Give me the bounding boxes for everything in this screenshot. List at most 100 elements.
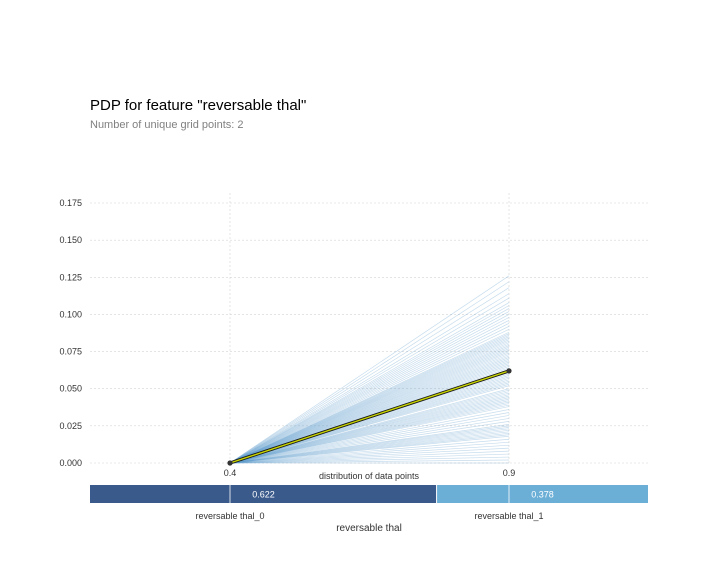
ice-line: [229, 345, 510, 464]
pdp-point: [506, 368, 512, 374]
ice-line: [229, 333, 510, 464]
x-tick-label: 0.4: [224, 468, 237, 478]
ice-line: [229, 459, 510, 464]
ice-line: [229, 403, 510, 464]
ice-line: [229, 331, 510, 464]
ice-line: [229, 311, 510, 464]
ice-line: [229, 428, 510, 464]
distribution-segment: [90, 485, 437, 503]
ice-line: [229, 429, 510, 464]
ice-line: [229, 438, 510, 464]
ice-line: [229, 281, 510, 464]
ice-line: [229, 434, 510, 464]
ice-line: [229, 435, 510, 464]
ice-line: [229, 357, 510, 464]
ice-lines: [229, 275, 510, 464]
ice-line: [229, 287, 510, 464]
ice-line: [229, 352, 510, 464]
ice-line: [229, 425, 510, 464]
y-tick-label: 0.050: [59, 384, 82, 394]
ice-line: [229, 275, 510, 464]
ice-line: [229, 401, 510, 464]
distribution-label: distribution of data points: [319, 471, 420, 481]
distribution-category-label: reversable thal_1: [474, 511, 543, 521]
ice-line: [229, 323, 510, 464]
distribution-value: 0.378: [531, 490, 554, 500]
ice-line: [229, 297, 510, 464]
ice-line: [229, 320, 510, 464]
ice-line: [229, 389, 510, 464]
ice-line: [229, 351, 510, 464]
ice-line: [229, 392, 510, 464]
y-tick-label: 0.175: [59, 198, 82, 208]
ice-line: [229, 348, 510, 464]
ice-line: [229, 406, 510, 464]
ice-line: [229, 388, 510, 464]
ice-line: [229, 382, 510, 464]
ice-line: [229, 383, 510, 464]
ice-line: [229, 432, 510, 464]
ice-line: [229, 450, 510, 464]
y-tick-label: 0.125: [59, 272, 82, 282]
ice-line: [229, 398, 510, 464]
ice-line: [229, 302, 510, 464]
chart-subtitle: Number of unique grid points: 2: [90, 119, 244, 131]
ice-line: [229, 334, 510, 464]
ice-line: [229, 337, 510, 464]
x-axis-label: reversable thal: [336, 523, 402, 534]
ice-line: [229, 349, 510, 464]
ice-line: [229, 317, 510, 464]
y-tick-label: 0.100: [59, 309, 82, 319]
ice-line: [229, 391, 510, 464]
chart-title: PDP for feature "reversable thal": [90, 97, 307, 114]
ice-line: [229, 453, 510, 464]
pdp-point: [227, 460, 233, 466]
ice-line: [229, 415, 510, 464]
ice-line: [229, 447, 510, 464]
ice-line: [229, 380, 510, 464]
ice-line: [229, 431, 510, 464]
ice-line: [229, 358, 510, 464]
y-tick-label: 0.075: [59, 347, 82, 357]
ice-line: [229, 400, 510, 464]
ice-line: [229, 325, 510, 464]
ice-line: [229, 385, 510, 464]
ice-line: [229, 394, 510, 464]
ice-line: [229, 395, 510, 464]
grid: [90, 193, 648, 464]
ice-line: [229, 354, 510, 464]
pdp-line: [227, 368, 512, 466]
ice-line: [229, 418, 510, 464]
ice-line: [229, 456, 510, 464]
distribution-bar: 0.622 reversable thal_0 0.378 reversable th…: [90, 485, 648, 521]
y-tick-label: 0.150: [59, 235, 82, 245]
ice-line: [229, 355, 510, 464]
ice-line: [229, 404, 510, 464]
distribution-segment: [437, 485, 648, 503]
y-tick-label: 0.000: [59, 458, 82, 468]
ice-line: [229, 444, 510, 464]
y-tick-label: 0.025: [59, 421, 82, 431]
ice-line: [229, 360, 510, 464]
ice-line: [229, 424, 510, 464]
ice-line: [229, 340, 510, 464]
ice-line: [229, 421, 510, 464]
x-tick-label: 0.9: [503, 468, 516, 478]
distribution-value: 0.622: [252, 490, 275, 500]
ice-line: [229, 308, 510, 464]
ice-line: [229, 426, 510, 464]
ice-line: [229, 336, 510, 464]
ice-line: [229, 339, 510, 464]
ice-line: [229, 328, 510, 464]
ice-line: [229, 412, 510, 464]
ice-line: [229, 342, 510, 464]
ice-line: [229, 346, 510, 464]
x-axis-ticks: 0.4 0.9: [224, 468, 516, 478]
pdp-line-core: [229, 370, 510, 464]
ice-line: [229, 305, 510, 464]
ice-line: [229, 441, 510, 464]
distribution-category-label: reversable thal_0: [195, 511, 264, 521]
y-axis-ticks: 0.000 0.025 0.050 0.075 0.100 0.125 0.150 0.175: [59, 198, 82, 468]
ice-line: [229, 343, 510, 464]
